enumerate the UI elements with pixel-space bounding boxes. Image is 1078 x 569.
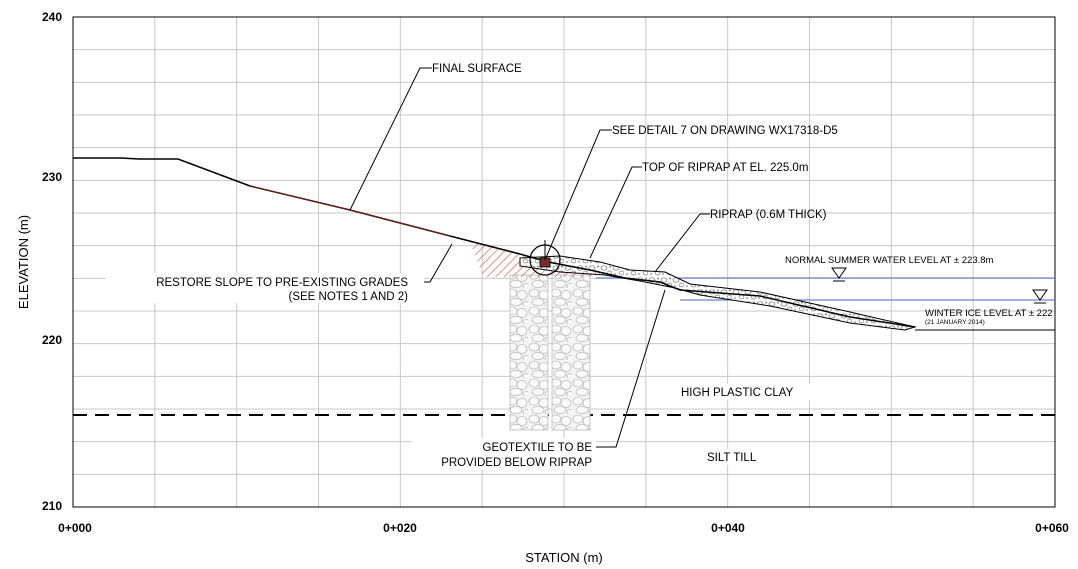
- winter-ice-marker-icon: [1032, 289, 1048, 301]
- plot-frame: [72, 16, 1056, 508]
- note-high-plastic-clay: HIGH PLASTIC CLAY: [681, 387, 794, 399]
- y-tick-210: 210: [42, 499, 62, 513]
- summer-water-marker-icon: [831, 267, 847, 279]
- y-tick-230: 230: [42, 170, 62, 184]
- note-final-surface: FINAL SURFACE: [432, 63, 522, 75]
- note-bg-silt-till: [694, 449, 770, 465]
- note-geotextile-line2: PROVIDED BELOW RIPRAP: [441, 457, 592, 469]
- note-winter-ice-date: (21 JANUARY 2014): [925, 319, 985, 326]
- note-top-of-riprap: TOP OF RIPRAP AT EL. 225.0m: [642, 162, 808, 174]
- note-bg-geotextile: [412, 438, 596, 470]
- note-bg-high-plastic-clay: [668, 384, 824, 400]
- final-surface-accent: [249, 185, 451, 237]
- x-tick-0+020: 0+020: [383, 521, 417, 535]
- y-axis-title: ELEVATION (m): [16, 215, 31, 309]
- leader-geotextile: [596, 289, 666, 448]
- rock-column-right: [551, 274, 591, 431]
- x-axis-title: STATION (m): [525, 550, 603, 565]
- x-tick-0+000: 0+000: [58, 521, 92, 535]
- leader-top-of-riprap: [589, 166, 642, 259]
- leader-riprap: [654, 213, 710, 273]
- note-winter-ice: WINTER ICE LEVEL AT ± 222: [925, 308, 1053, 319]
- note-silt-till: SILT TILL: [707, 452, 757, 464]
- y-tick-220: 220: [42, 333, 62, 347]
- note-restore-line2: (SEE NOTES 1 AND 2): [288, 291, 408, 303]
- note-riprap: RIPRAP (0.6M THICK): [710, 209, 827, 221]
- y-tick-240: 240: [42, 10, 62, 24]
- note-geotextile-line1: GEOTEXTILE TO BE: [483, 442, 593, 454]
- note-summer-water: NORMAL SUMMER WATER LEVEL AT ± 223.8m: [785, 255, 994, 266]
- final-surface-line: [73, 157, 916, 328]
- note-restore-line1: RESTORE SLOPE TO PRE-EXISTING GRADES: [156, 277, 408, 289]
- leader-see-detail: [544, 129, 612, 261]
- detail-callout-marker: [539, 257, 551, 268]
- x-tick-0+040: 0+040: [711, 521, 745, 535]
- note-see-detail: SEE DETAIL 7 ON DRAWING WX17318-D5: [612, 125, 838, 137]
- x-tick-0+060: 0+060: [1035, 521, 1069, 535]
- rock-column-left: [509, 274, 549, 431]
- note-bg-restore: [106, 273, 424, 303]
- leader-final-surface: [349, 67, 432, 211]
